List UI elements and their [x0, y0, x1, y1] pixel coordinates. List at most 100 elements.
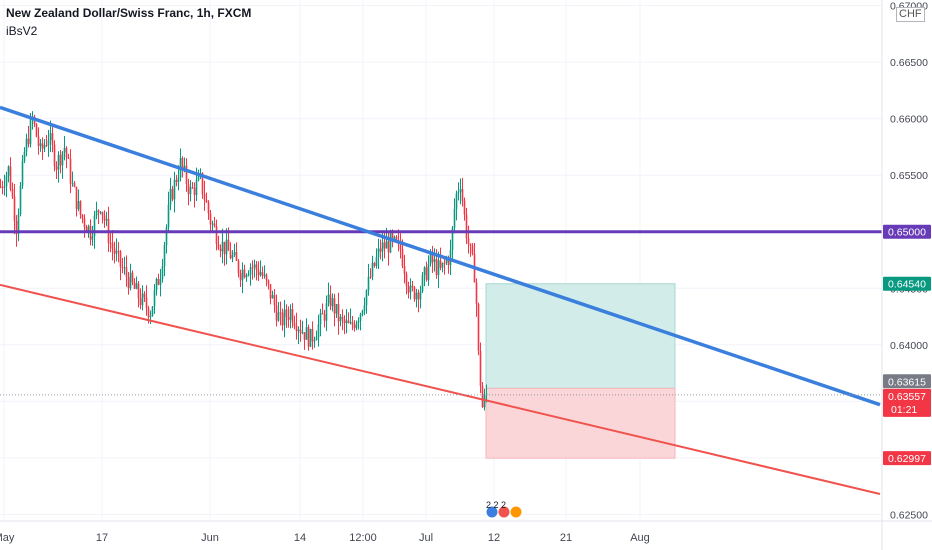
indicator-label[interactable]: iBsV2	[6, 24, 38, 38]
y-tick-label: 0.66500	[890, 57, 928, 69]
y-tick-label: 0.62500	[890, 509, 928, 521]
candle-body	[275, 305, 278, 321]
candle-body	[53, 144, 56, 167]
candle-body	[183, 165, 186, 168]
countdown-text: 01:21	[891, 404, 917, 416]
price-label-text: 0.62997	[888, 453, 926, 465]
candle-body	[9, 166, 12, 190]
candle-body	[167, 204, 170, 228]
candle-body	[145, 297, 148, 309]
candle-body	[105, 218, 108, 221]
symbol-title[interactable]: New Zealand Dollar/Swiss Franc, 1h, FXCM	[6, 6, 252, 20]
candle-body	[135, 283, 138, 289]
candle-body	[221, 241, 224, 252]
candle-body	[7, 166, 10, 176]
candle-body	[305, 327, 308, 340]
candle-body	[245, 275, 248, 278]
candle-body	[65, 147, 68, 158]
candle-body	[441, 262, 444, 268]
candle-body	[377, 248, 380, 258]
candle-body	[259, 272, 262, 276]
candle-body	[35, 124, 38, 137]
candle-body	[313, 340, 316, 342]
candle-body	[325, 303, 328, 321]
y-tick-label: 0.64000	[890, 340, 928, 352]
candle-body	[69, 158, 72, 184]
candle-body	[449, 250, 452, 266]
candle-body	[335, 303, 338, 314]
candle-body	[389, 233, 392, 253]
x-tick-label: 14	[294, 532, 306, 544]
candle-body	[75, 186, 78, 210]
candle-body	[0, 186, 2, 188]
candle-body	[387, 241, 390, 253]
candle-body	[423, 267, 426, 275]
candle-body	[109, 242, 112, 244]
price-label-badge	[883, 374, 931, 389]
candle-body	[481, 385, 484, 408]
candle-body	[169, 188, 172, 205]
candle-body	[17, 214, 20, 234]
candle-body	[425, 267, 428, 281]
candle-body	[277, 312, 280, 321]
candle-body	[83, 218, 86, 228]
events[interactable]: 2 2 2	[485, 500, 523, 519]
candle-body	[195, 180, 198, 195]
candle-body	[413, 287, 416, 300]
candle-body	[43, 145, 46, 149]
price-axis[interactable]: 0.625000.630000.635000.640000.645000.650…	[881, 0, 928, 550]
drawings[interactable]	[0, 105, 882, 495]
candle-body	[117, 250, 120, 252]
candle-body	[283, 309, 286, 326]
candle-body	[417, 292, 420, 300]
x-tick-label: 21	[560, 532, 572, 544]
price-label-text: 0.63557	[888, 391, 926, 403]
candle-body	[357, 321, 360, 323]
candle-body	[353, 325, 356, 329]
candle-body	[393, 236, 396, 239]
time-axis[interactable]: May 17 Jun 14 12:00 Jul 12 21 Aug	[0, 520, 932, 544]
candle-body	[123, 267, 126, 269]
candle-body	[55, 166, 58, 170]
candle-body	[201, 172, 204, 194]
candle-body	[125, 267, 128, 277]
position-zones	[485, 283, 676, 459]
candle-body	[457, 191, 460, 194]
trendline-lower	[0, 283, 881, 495]
candle-body	[431, 251, 434, 263]
candle-body	[367, 276, 370, 291]
candle-body	[273, 294, 276, 306]
candle-body	[111, 243, 114, 249]
candle-body	[247, 274, 250, 276]
candle-body	[193, 187, 196, 195]
candle-body	[13, 196, 16, 222]
candle-body	[45, 145, 48, 147]
candle-body	[187, 184, 190, 195]
candle-body	[483, 395, 486, 408]
candle-body	[1, 186, 4, 188]
candle-body	[399, 240, 402, 250]
candle-body	[121, 266, 124, 268]
candle-body	[153, 290, 156, 307]
candle-body	[119, 251, 122, 267]
candle-body	[61, 152, 64, 166]
candle-body	[207, 202, 210, 214]
candle-body	[433, 259, 436, 263]
candle-body	[443, 262, 446, 264]
candle-body	[307, 327, 310, 347]
candle-body	[381, 242, 384, 252]
candle-body	[73, 183, 76, 187]
candle-body	[139, 298, 142, 306]
x-tick-label: Jun	[201, 532, 219, 544]
candle-body	[213, 223, 216, 227]
candle-body	[191, 187, 194, 189]
candle-body	[155, 278, 158, 291]
candle-body	[93, 215, 96, 237]
candle-body	[189, 187, 192, 195]
candle-body	[363, 305, 366, 311]
candle-body	[185, 165, 188, 185]
candle-body	[385, 241, 388, 249]
price-label-text: 0.65000	[888, 227, 926, 239]
candle-body	[337, 303, 340, 322]
